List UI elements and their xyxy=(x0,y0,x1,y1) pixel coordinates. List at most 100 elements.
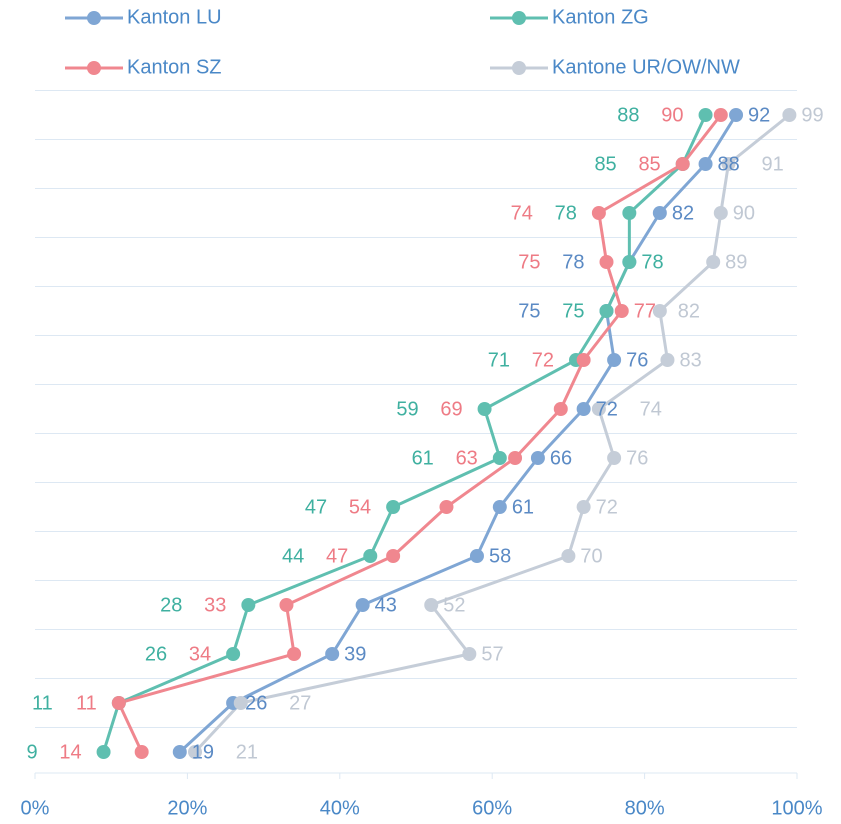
data-point xyxy=(721,157,736,171)
legend-marker xyxy=(512,61,526,75)
data-point xyxy=(424,598,439,612)
data-label: 11 xyxy=(32,692,53,714)
data-point xyxy=(713,108,728,122)
data-point xyxy=(698,108,713,122)
data-label: 75 xyxy=(562,300,584,322)
data-label: 78 xyxy=(555,202,577,224)
data-label: 76 xyxy=(626,349,648,371)
data-label: 63 xyxy=(456,447,478,469)
data-point xyxy=(325,647,340,661)
x-tick-label: 0% xyxy=(21,797,50,819)
data-point xyxy=(462,647,477,661)
data-point xyxy=(134,745,149,759)
data-label: 59 xyxy=(396,398,418,420)
legend-label: Kanton LU xyxy=(127,6,222,28)
data-label: 27 xyxy=(289,692,311,714)
data-point xyxy=(226,647,241,661)
data-label: 75 xyxy=(518,251,540,273)
data-point xyxy=(439,500,454,514)
data-label: 91 xyxy=(762,153,784,175)
legend-label: Kanton SZ xyxy=(127,56,222,78)
data-point xyxy=(599,255,614,269)
data-point xyxy=(652,304,667,318)
data-point xyxy=(477,402,492,416)
series-line xyxy=(193,113,791,754)
data-label: 74 xyxy=(640,398,662,420)
data-label: 83 xyxy=(679,349,701,371)
data-label: 69 xyxy=(440,398,462,420)
data-point xyxy=(698,157,713,171)
data-point xyxy=(279,598,294,612)
data-label: 61 xyxy=(512,496,534,518)
data-label: 90 xyxy=(733,202,755,224)
data-label: 47 xyxy=(305,496,327,518)
data-point xyxy=(508,451,523,465)
data-point xyxy=(492,451,507,465)
data-label: 47 xyxy=(326,545,348,567)
data-point xyxy=(576,402,591,416)
data-label: 88 xyxy=(718,153,740,175)
x-tick-label: 40% xyxy=(320,797,360,819)
data-point xyxy=(355,598,370,612)
data-label: 85 xyxy=(638,153,660,175)
data-label: 99 xyxy=(801,104,823,126)
data-label: 43 xyxy=(375,594,397,616)
data-label: 85 xyxy=(594,153,616,175)
data-point xyxy=(386,500,401,514)
data-point xyxy=(576,500,591,514)
data-label: 72 xyxy=(532,349,554,371)
data-point xyxy=(782,108,797,122)
data-point xyxy=(241,598,256,612)
data-point xyxy=(386,549,401,563)
data-label: 78 xyxy=(641,251,663,273)
data-point xyxy=(607,451,622,465)
data-point xyxy=(622,206,637,220)
data-point xyxy=(188,745,203,759)
data-label: 82 xyxy=(672,202,694,224)
data-label: 14 xyxy=(59,741,81,763)
data-label: 75 xyxy=(518,300,540,322)
data-label: 19 xyxy=(192,741,214,763)
series-line xyxy=(102,114,707,753)
data-label: 77 xyxy=(634,300,656,322)
legend-marker xyxy=(87,61,101,75)
data-label: 11 xyxy=(76,692,97,714)
x-tick-label: 100% xyxy=(771,797,822,819)
data-label: 28 xyxy=(160,594,182,616)
data-point xyxy=(111,696,126,710)
data-label: 89 xyxy=(725,251,747,273)
data-point xyxy=(614,304,629,318)
legend-marker xyxy=(512,11,526,25)
series-line xyxy=(116,114,722,753)
series-line xyxy=(178,114,738,754)
data-label: 21 xyxy=(236,741,258,763)
data-label: 66 xyxy=(550,447,572,469)
data-point xyxy=(469,549,484,563)
data-label: 54 xyxy=(349,496,371,518)
data-point xyxy=(622,255,637,269)
x-tick-label: 80% xyxy=(625,797,665,819)
data-point xyxy=(576,353,591,367)
data-point xyxy=(591,206,606,220)
legend-label: Kantone UR/OW/NW xyxy=(552,56,740,78)
legend-marker xyxy=(87,11,101,25)
data-point xyxy=(233,696,248,710)
data-label: 33 xyxy=(204,594,226,616)
data-label: 57 xyxy=(481,643,503,665)
data-label: 72 xyxy=(596,496,618,518)
data-label: 92 xyxy=(748,104,770,126)
data-label: 72 xyxy=(596,398,618,420)
data-label: 26 xyxy=(145,643,167,665)
data-point xyxy=(713,206,728,220)
data-point xyxy=(561,549,576,563)
data-point xyxy=(675,157,690,171)
data-point xyxy=(363,549,378,563)
data-label: 58 xyxy=(489,545,511,567)
data-label: 44 xyxy=(282,545,304,567)
data-point xyxy=(591,402,606,416)
data-label: 82 xyxy=(678,300,700,322)
data-point xyxy=(599,304,614,318)
data-label: 26 xyxy=(245,692,267,714)
